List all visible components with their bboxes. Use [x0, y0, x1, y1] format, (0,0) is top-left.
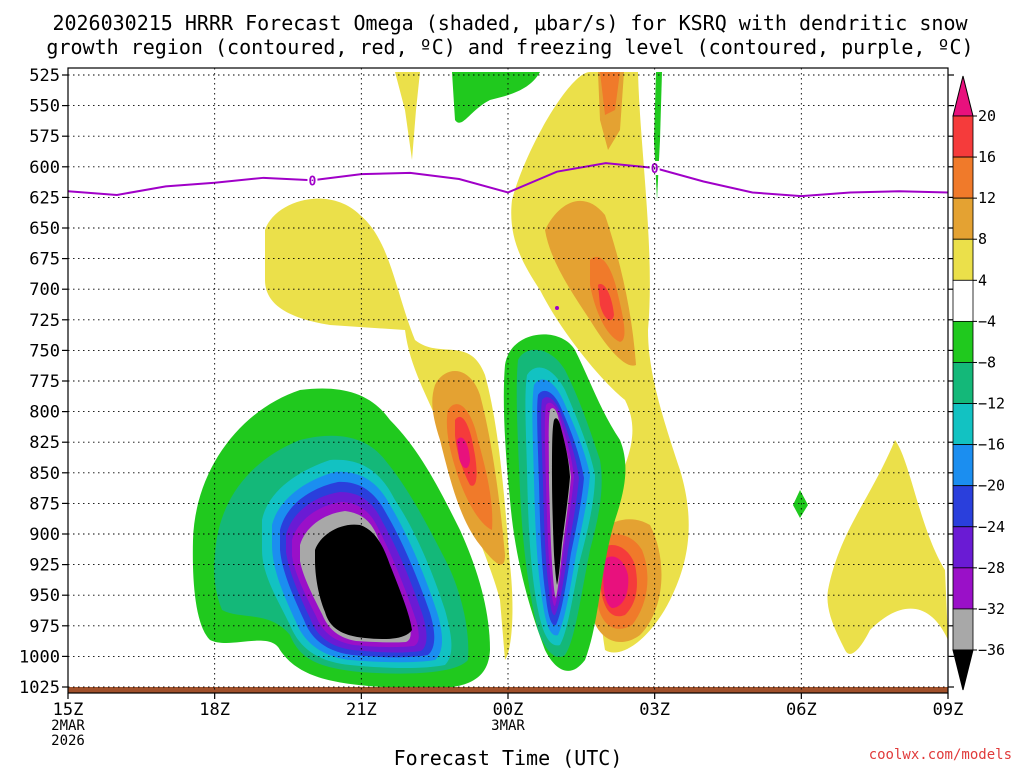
pressure-tick-label: 550	[29, 97, 60, 117]
pressure-tick-label: 575	[29, 127, 60, 147]
colorbar-swatch	[952, 238, 974, 281]
omega-band-pos-16	[598, 284, 614, 321]
x-axis-label: Forecast Time (UTC)	[394, 746, 623, 768]
grid-lines	[68, 68, 948, 693]
omega-band-pos-4	[827, 440, 948, 654]
omega-band-neg-36	[315, 524, 412, 640]
pressure-tick-label: 1025	[19, 678, 60, 698]
pressure-tick-label: 875	[29, 494, 60, 514]
freezing-level-dot	[555, 306, 559, 310]
freezing-level-label: 0	[651, 162, 659, 177]
surface-ground	[68, 687, 948, 693]
colorbar: 20 16 12 8 4 −4 −8 −12 −16 −20 −24 −28 −32 −36	[952, 75, 1005, 691]
colorbar-bottom-arrow	[952, 649, 974, 691]
colorbar-swatch	[952, 608, 974, 651]
time-tick-label: 03Z	[639, 700, 670, 720]
colorbar-swatch	[952, 362, 974, 404]
time-tick-label: 09Z	[933, 700, 964, 720]
colorbar-swatch	[952, 197, 974, 240]
freezing-level-label: 0	[309, 174, 317, 189]
colorbar-swatch	[952, 485, 974, 528]
colorbar-label: −4	[978, 312, 996, 330]
pressure-tick-label: 625	[29, 188, 60, 208]
time-tick-date: 2MAR	[51, 718, 85, 734]
colorbar-swatch	[952, 320, 974, 363]
colorbar-swatch	[952, 526, 974, 569]
colorbar-label: −24	[978, 518, 1005, 536]
pressure-tick-label: 700	[29, 280, 60, 300]
omega-band-neg-36	[552, 418, 570, 585]
pressure-tick-label: 825	[29, 433, 60, 453]
omega-band-pos-4	[265, 198, 513, 660]
colorbar-swatch	[952, 279, 974, 322]
colorbar-label: 4	[978, 271, 987, 289]
pressure-tick-label: 525	[29, 66, 60, 86]
colorbar-label: −36	[978, 641, 1005, 659]
freezing-level-line	[68, 162, 948, 198]
pressure-axis: 525 550 575 600 625 650 675 700 725 750 775 800 825 8…	[19, 66, 954, 698]
colorbar-label: 16	[978, 148, 996, 166]
pressure-tick-label: 950	[29, 586, 60, 606]
colorbar-label: −8	[978, 353, 996, 371]
colorbar-swatch	[952, 115, 974, 158]
colorbar-label: −20	[978, 477, 1005, 495]
pressure-tick-label: 750	[29, 341, 60, 361]
pressure-tick-label: 850	[29, 464, 60, 484]
omega-band-pos-4	[395, 72, 420, 160]
pressure-tick-label: 600	[29, 158, 60, 178]
pressure-tick-label: 1000	[19, 647, 60, 667]
pressure-tick-label: 675	[29, 250, 60, 270]
colorbar-label: −16	[978, 436, 1005, 454]
time-tick-year: 2026	[51, 733, 85, 749]
pressure-tick-label: 725	[29, 311, 60, 331]
pressure-tick-label: 775	[29, 372, 60, 392]
colorbar-swatch	[952, 444, 974, 487]
omega-shading: 00	[68, 72, 948, 693]
time-tick-label: 00Z	[493, 700, 524, 720]
omega-band-pos-20	[603, 556, 629, 608]
colorbar-swatch	[952, 567, 974, 610]
time-tick-label: 21Z	[346, 700, 377, 720]
omega-band-neg-4	[452, 72, 540, 123]
time-tick-label: 18Z	[199, 700, 230, 720]
time-tick-date: 3MAR	[491, 718, 525, 734]
freezing-level-label-bg	[307, 173, 318, 188]
colorbar-label: −12	[978, 395, 1005, 413]
chart-title-line1: 2026030215 HRRR Forecast Omega (shaded, …	[52, 11, 968, 35]
colorbar-swatch	[952, 403, 974, 446]
time-tick-label: 15Z	[53, 700, 84, 720]
colorbar-label: −28	[978, 559, 1005, 577]
credit-label: coolwx.com/models	[869, 747, 1012, 763]
omega-band-pos-12	[600, 72, 620, 115]
pressure-tick-label: 975	[29, 617, 60, 637]
colorbar-label: 12	[978, 189, 996, 207]
colorbar-swatch	[952, 156, 974, 199]
pressure-tick-label: 650	[29, 219, 60, 239]
colorbar-top-arrow	[952, 75, 974, 117]
omega-band-neg-4	[793, 490, 808, 518]
pressure-tick-label: 800	[29, 403, 60, 423]
pressure-tick-label: 925	[29, 556, 60, 576]
colorbar-label: −32	[978, 600, 1005, 618]
time-tick-label: 06Z	[786, 700, 817, 720]
omega-band-pos-20	[457, 437, 470, 469]
colorbar-label: 20	[978, 107, 996, 125]
pressure-tick-label: 900	[29, 525, 60, 545]
colorbar-label: 8	[978, 230, 987, 248]
chart-title-line2: growth region (contoured, red, ºC) and f…	[46, 35, 973, 59]
